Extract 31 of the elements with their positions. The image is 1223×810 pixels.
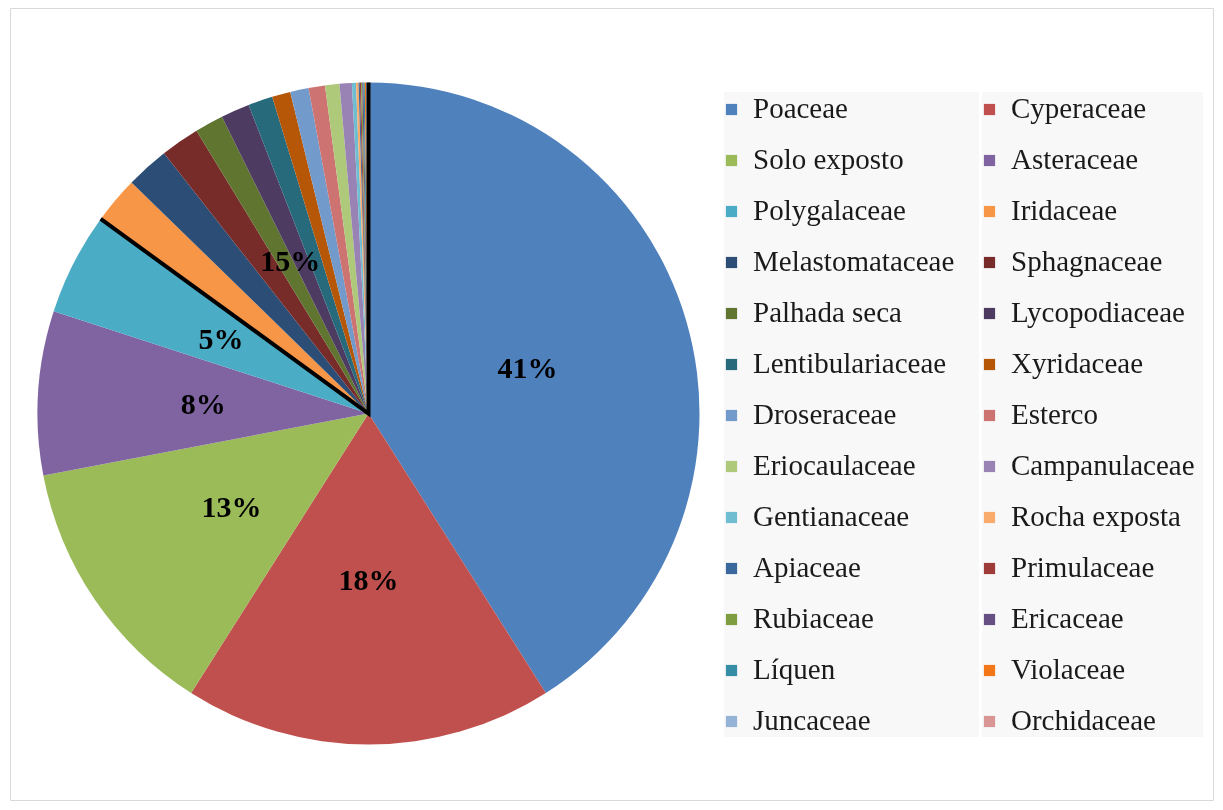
legend-label: Asteraceae	[1011, 143, 1140, 176]
legend-label: Apiaceae	[753, 551, 862, 584]
legend-label: Campanulaceae	[1011, 449, 1196, 482]
legend-label: Sphagnaceae	[1011, 245, 1164, 278]
data-label: 41%	[497, 350, 558, 384]
legend-label: Juncaceae	[753, 704, 872, 737]
legend-label: Rubiaceae	[753, 602, 875, 635]
legend-label: Lentibulariaceae	[753, 347, 948, 380]
legend-label: Rocha exposta	[1011, 500, 1182, 533]
data-label: 13%	[201, 490, 262, 524]
legend-label: Esterco	[1011, 398, 1099, 431]
legend-label: Poaceae	[753, 92, 849, 125]
data-label: 5%	[198, 321, 244, 355]
legend-label: Polygalaceae	[753, 194, 907, 227]
legend-label: Ericaceae	[1011, 602, 1125, 635]
legend-label: Orchidaceae	[1011, 704, 1157, 737]
legend-label: Palhada seca	[753, 296, 903, 329]
legend-label: Eriocaulaceae	[753, 449, 917, 482]
legend-label: Melastomataceae	[753, 245, 956, 278]
data-label: 8%	[180, 386, 226, 420]
legend-label: Iridaceae	[1011, 194, 1119, 227]
legend-label: Primulaceae	[1011, 551, 1156, 584]
legend-label: Gentianaceae	[753, 500, 911, 533]
legend-label: Líquen	[753, 653, 837, 686]
legend-label: Droseraceae	[753, 398, 898, 431]
legend-label: Xyridaceae	[1011, 347, 1144, 380]
legend-label: Cyperaceae	[1011, 92, 1148, 125]
legend-label: Lycopodiaceae	[1011, 296, 1186, 329]
legend-label: Solo exposto	[753, 143, 905, 176]
data-label: 18%	[338, 562, 399, 596]
legend-label: Violaceae	[1011, 653, 1127, 686]
